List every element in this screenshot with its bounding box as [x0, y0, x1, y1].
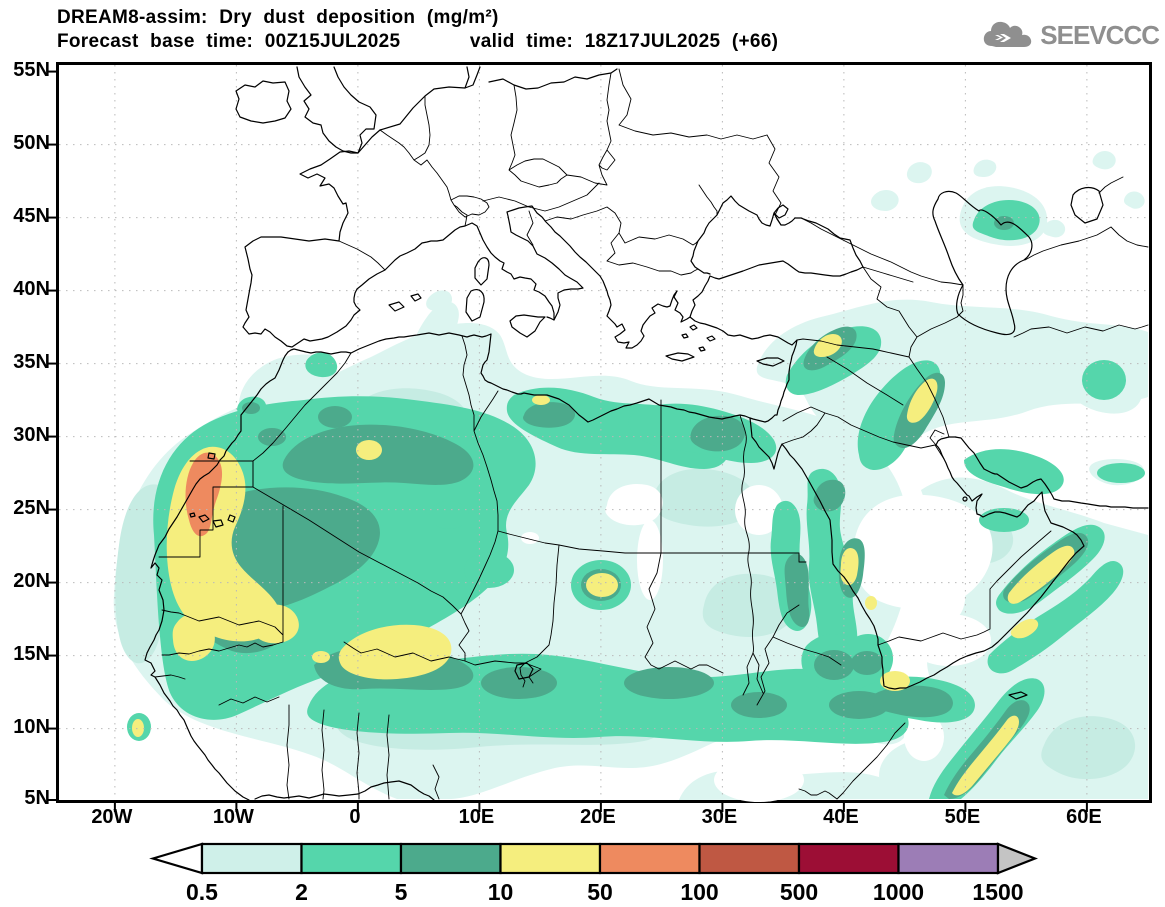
legend-arrow-right — [996, 842, 1039, 875]
axis-ticks — [47, 70, 1088, 812]
lon-tick-label: 10E — [458, 806, 495, 828]
seevccc-logo: SEEVCCC — [982, 18, 1160, 52]
lon-tick-label: 60E — [1066, 806, 1102, 828]
map-canvas — [47, 62, 1152, 812]
legend-value-label: 5 — [395, 879, 408, 905]
country-borders — [154, 68, 1149, 800]
legend-arrow-left — [149, 842, 204, 875]
lat-tick-label: 55N — [13, 58, 50, 81]
lon-tick-label: 10W — [212, 806, 254, 828]
legend-segment — [598, 842, 701, 875]
lat-tick-label: 20N — [13, 569, 50, 592]
legend-segment — [797, 842, 900, 875]
lat-tick-label: 10N — [13, 715, 50, 738]
coastlines — [144, 66, 1149, 801]
logo-text: SEEVCCC — [1040, 19, 1160, 50]
lon-tick-label: 20W — [91, 806, 133, 828]
lat-tick-label: 35N — [13, 350, 50, 373]
lat-tick-label: 15N — [13, 642, 50, 665]
color-scale-legend: 0.5 2 5 10 50 100 500 1000 1500 — [149, 842, 1039, 905]
legend-value-label: 100 — [680, 879, 718, 905]
lat-tick-label: 50N — [13, 131, 50, 154]
lon-tick-label: 30E — [701, 806, 738, 828]
lon-tick-label: 0 — [349, 806, 361, 828]
legend-value-label: 50 — [587, 879, 613, 905]
lon-tick-label: 20E — [580, 806, 616, 828]
legend-segment — [200, 842, 303, 875]
lat-tick-label: 45N — [13, 204, 50, 227]
legend-segment — [300, 842, 403, 875]
legend-segment — [499, 842, 602, 875]
lon-tick-label: 50E — [944, 806, 981, 828]
legend-segment — [698, 842, 801, 875]
lat-tick-label: 30N — [13, 423, 50, 446]
legend-value-label: 1500 — [972, 879, 1023, 905]
legend-value-label: 2 — [295, 879, 308, 905]
legend-value-label: 0.5 — [186, 879, 218, 905]
chart-subtitle: Forecast base time: 00Z15JUL2025 valid t… — [57, 31, 779, 52]
legend-value-label: 10 — [488, 879, 514, 905]
lat-tick-label: 40N — [13, 277, 50, 300]
lat-tick-label: 5N — [24, 787, 50, 809]
lat-tick-label: 25N — [13, 496, 50, 519]
title-block: DREAM8-assim: Dry dust deposition (mg/m²… — [57, 6, 778, 54]
forecast-map — [47, 65, 1149, 812]
legend-segment — [399, 842, 502, 875]
lon-tick-label: 40E — [823, 806, 859, 828]
legend-segment — [897, 842, 1000, 875]
chart-title: DREAM8-assim: Dry dust deposition (mg/m²… — [57, 7, 499, 28]
cloud-logo-icon — [984, 21, 1032, 47]
legend-value-label: 1000 — [873, 879, 924, 905]
legend-value-label: 500 — [780, 879, 818, 905]
